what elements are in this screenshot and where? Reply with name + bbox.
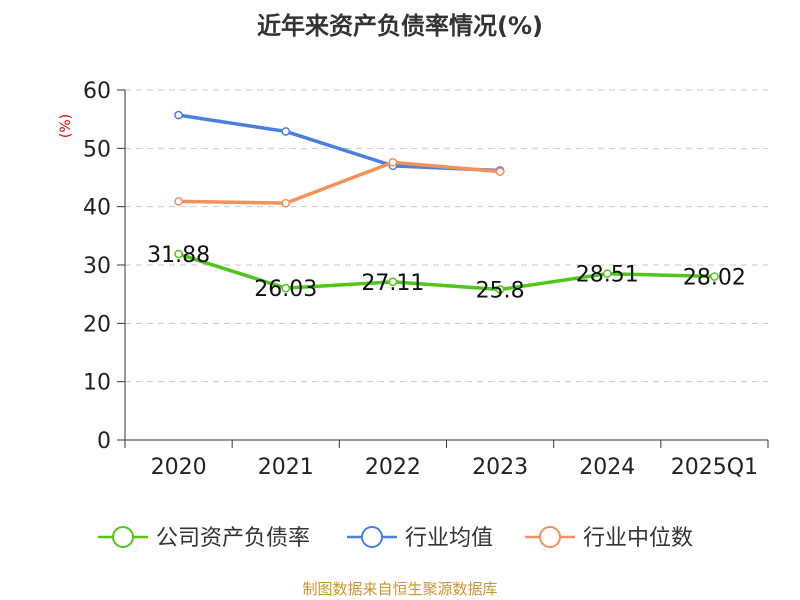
x-tick-label: 2022 (365, 455, 421, 480)
x-tick-label: 2024 (579, 455, 635, 480)
data-label: 27.11 (361, 271, 424, 296)
data-point (174, 249, 183, 259)
series-line-2 (178, 160, 501, 205)
legend-item: 行业中位数 (525, 526, 693, 551)
data-point (388, 157, 398, 167)
grid-layer (125, 89, 768, 383)
chart-title: 近年来资产负债率情况(%) (257, 12, 543, 40)
legend-marker-icon (112, 526, 134, 548)
data-point (281, 127, 291, 136)
data-point (388, 277, 398, 287)
data-point (281, 198, 291, 208)
y-tick-label: 0 (97, 429, 111, 454)
data-label: 28.51 (576, 263, 639, 288)
legend-item: 公司资产负债率 (98, 526, 310, 551)
data-label: 28.02 (683, 266, 746, 291)
data-point (281, 283, 291, 293)
legend-marker-icon (539, 526, 561, 548)
y-axis-label: (%) (58, 114, 74, 138)
series-layer (174, 110, 719, 294)
data-label: 25.8 (476, 279, 525, 304)
data-point (174, 197, 183, 206)
y-tick-label: 50 (83, 137, 111, 162)
x-tick-label: 2025Q1 (671, 455, 758, 480)
legend-item: 行业均值 (347, 526, 493, 551)
legend-label: 行业中位数 (583, 526, 693, 551)
legend: 公司资产负债率 行业均值 行业中位数 (98, 526, 693, 551)
legend-label: 行业均值 (405, 526, 493, 551)
y-tick-label: 10 (83, 371, 111, 396)
data-label-layer: 31.88 26.03 27.11 25.8 28.51 28.02 (147, 243, 746, 303)
y-tick-label: 60 (83, 79, 111, 104)
x-tick-label: 2023 (472, 455, 528, 480)
data-label: 31.88 (147, 243, 210, 268)
data-point (495, 167, 505, 177)
y-tick-label: 40 (83, 196, 111, 221)
data-point (495, 285, 505, 294)
axis-layer: 0 10 20 30 40 50 60 2020 2021 2022 2023 2024 2025Q1 (83, 79, 769, 480)
legend-marker-icon (361, 526, 383, 548)
data-point (602, 269, 612, 279)
data-point (710, 272, 719, 281)
footer-source: 制图数据来自恒生聚源数据库 (302, 580, 498, 598)
x-tick-label: 2020 (151, 455, 207, 480)
y-tick-label: 20 (83, 312, 111, 337)
data-point (174, 110, 183, 120)
legend-label: 公司资产负债率 (156, 526, 310, 551)
x-tick-label: 2021 (258, 455, 314, 480)
series-line-1 (178, 113, 501, 173)
data-label: 26.03 (254, 277, 317, 302)
y-tick-label: 30 (83, 254, 111, 279)
series-line-0 (178, 252, 715, 292)
